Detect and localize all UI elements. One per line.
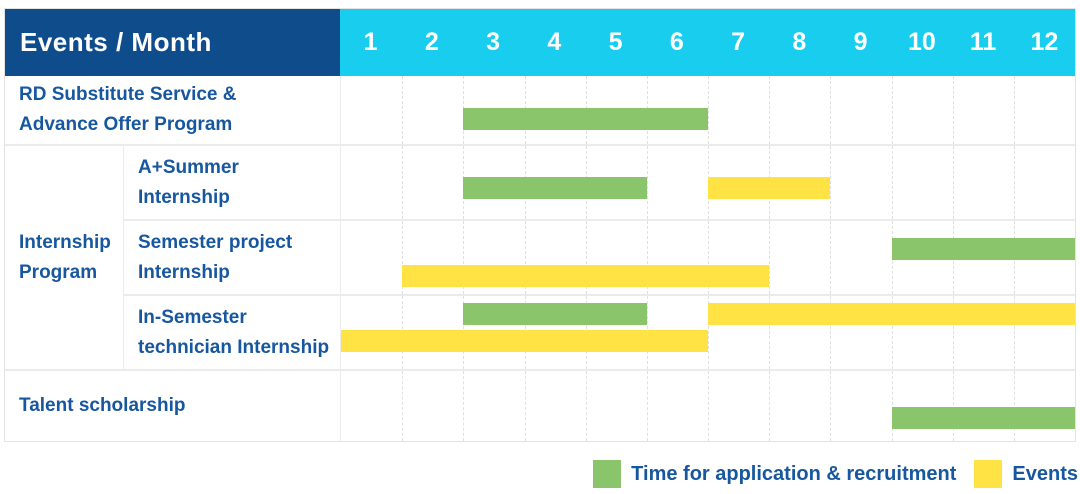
month-gridline xyxy=(952,146,954,219)
row-label-line: A+Summer xyxy=(138,156,239,178)
month-gridline xyxy=(585,371,587,441)
month-gridline xyxy=(891,76,893,144)
month-gridline xyxy=(646,146,648,219)
legend: Time for application & recruitment Event… xyxy=(593,459,1078,489)
month-gridline xyxy=(891,146,893,219)
month-header-3: 3 xyxy=(462,9,524,76)
month-header-7: 7 xyxy=(707,9,769,76)
month-header-6: 6 xyxy=(646,9,708,76)
month-gridline xyxy=(830,371,832,441)
group-label-line: Internship xyxy=(19,231,111,253)
month-header-9: 9 xyxy=(830,9,892,76)
month-header-4: 4 xyxy=(523,9,585,76)
row-label-semester-project: Semester project Internship xyxy=(124,221,340,296)
month-gridline xyxy=(952,371,954,441)
month-header-5: 5 xyxy=(585,9,647,76)
row-label-line: Advance Offer Program xyxy=(19,114,233,135)
group-label-internship-program: Internship Program xyxy=(5,146,124,371)
month-gridline xyxy=(524,371,526,441)
month-gridline xyxy=(769,221,771,294)
row-label-line: Semester project xyxy=(138,231,293,253)
month-gridline xyxy=(708,371,709,441)
chart-row-talent-scholarship xyxy=(340,371,1075,441)
row-label-line: Internship xyxy=(138,261,230,283)
month-gridline xyxy=(1013,146,1015,219)
application-legend-swatch xyxy=(593,460,622,488)
month-gridline xyxy=(1013,76,1015,144)
month-gridline xyxy=(708,76,709,144)
month-gridline xyxy=(830,221,832,294)
chart-row-in-semester-technician xyxy=(340,296,1075,371)
row-label-in-semester-technician: In-Semester technician Internship xyxy=(124,296,340,371)
month-gridline xyxy=(402,371,404,441)
row-label-line: Internship xyxy=(138,186,230,208)
month-gridline xyxy=(830,146,832,219)
event-bar xyxy=(708,177,831,199)
month-header-11: 11 xyxy=(952,9,1014,76)
month-header-2: 2 xyxy=(401,9,463,76)
month-gridline xyxy=(402,146,404,219)
month-gridline xyxy=(769,371,771,441)
month-header-8: 8 xyxy=(768,9,830,76)
row-label-line: RD Substitute Service & xyxy=(19,84,237,105)
application-legend-label: Time for application & recruitment xyxy=(631,462,957,485)
month-gridline xyxy=(1013,371,1015,441)
month-gridline xyxy=(830,76,832,144)
event-bar xyxy=(402,265,770,287)
events-legend-label: Events xyxy=(1012,462,1078,485)
chart-row-a-plus-summer xyxy=(340,146,1075,221)
month-header-12: 12 xyxy=(1013,9,1075,76)
corner-header: Events / Month xyxy=(5,9,340,76)
month-gridline xyxy=(952,76,954,144)
row-label-line: Talent scholarship xyxy=(19,395,186,416)
row-label-a-plus-summer: A+Summer Internship xyxy=(124,146,340,221)
month-gridline xyxy=(463,371,465,441)
chart-row-rd-substitute xyxy=(340,76,1075,146)
row-label-rd-substitute: RD Substitute Service & Advance Offer Pro… xyxy=(5,76,340,146)
month-gridline xyxy=(769,76,771,144)
month-gridline xyxy=(891,371,893,441)
application-bar xyxy=(463,303,647,325)
event-bar xyxy=(341,330,708,352)
application-bar xyxy=(891,238,1075,260)
events-month-table: Events / Month RD Substitute Service & Ad… xyxy=(4,8,1076,442)
group-label-line: Program xyxy=(19,261,98,283)
month-gridline xyxy=(402,76,404,144)
events-legend-swatch xyxy=(974,460,1003,488)
month-header-10: 10 xyxy=(891,9,953,76)
event-bar xyxy=(708,303,1075,325)
row-label-line: technician Internship xyxy=(138,336,330,358)
row-label-line: In-Semester xyxy=(138,306,247,328)
month-header-1: 1 xyxy=(340,9,402,76)
application-bar xyxy=(463,108,708,130)
month-gridline xyxy=(646,371,648,441)
row-label-talent-scholarship: Talent scholarship xyxy=(5,371,340,441)
application-bar xyxy=(891,407,1075,429)
application-bar xyxy=(463,177,647,199)
chart-row-semester-project xyxy=(340,221,1075,296)
